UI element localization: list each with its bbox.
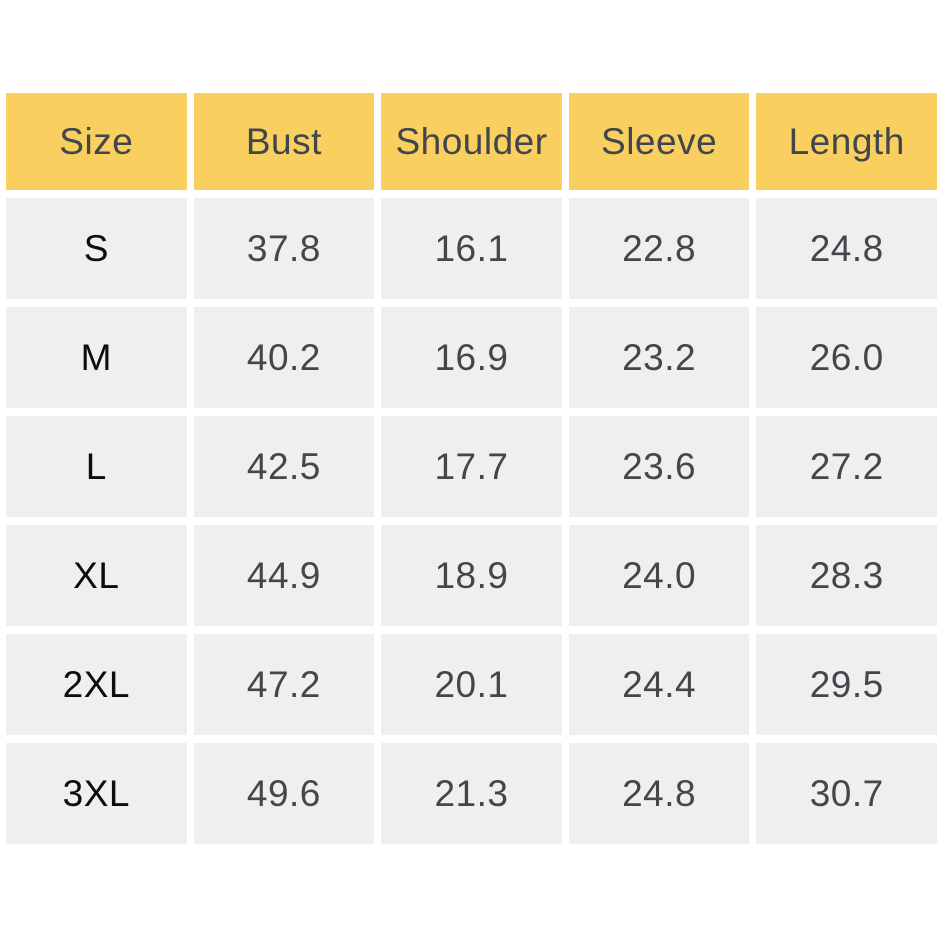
bust-value: 40.2: [193, 307, 375, 408]
column-header-shoulder: Shoulder: [381, 93, 562, 190]
size-chart-table: Size Bust Shoulder Sleeve Length S 37.8 …: [6, 93, 937, 844]
shoulder-value: 20.1: [381, 634, 562, 735]
sleeve-value: 22.8: [568, 198, 750, 299]
column-header-sleeve: Sleeve: [568, 93, 750, 190]
size-label: XL: [6, 525, 187, 626]
sleeve-value: 23.6: [568, 416, 750, 517]
sleeve-value: 24.0: [568, 525, 750, 626]
bust-value: 47.2: [193, 634, 375, 735]
size-label: M: [6, 307, 187, 408]
length-value: 24.8: [756, 198, 937, 299]
size-label: L: [6, 416, 187, 517]
column-header-size: Size: [6, 93, 187, 190]
sleeve-value: 23.2: [568, 307, 750, 408]
size-label: S: [6, 198, 187, 299]
shoulder-value: 18.9: [381, 525, 562, 626]
size-label: 2XL: [6, 634, 187, 735]
sleeve-value: 24.8: [568, 743, 750, 844]
bust-value: 44.9: [193, 525, 375, 626]
bust-value: 37.8: [193, 198, 375, 299]
length-value: 26.0: [756, 307, 937, 408]
length-value: 29.5: [756, 634, 937, 735]
bust-value: 42.5: [193, 416, 375, 517]
sleeve-value: 24.4: [568, 634, 750, 735]
length-value: 28.3: [756, 525, 937, 626]
column-header-bust: Bust: [193, 93, 375, 190]
length-value: 30.7: [756, 743, 937, 844]
shoulder-value: 17.7: [381, 416, 562, 517]
shoulder-value: 21.3: [381, 743, 562, 844]
shoulder-value: 16.9: [381, 307, 562, 408]
bust-value: 49.6: [193, 743, 375, 844]
size-label: 3XL: [6, 743, 187, 844]
length-value: 27.2: [756, 416, 937, 517]
column-header-length: Length: [756, 93, 937, 190]
shoulder-value: 16.1: [381, 198, 562, 299]
